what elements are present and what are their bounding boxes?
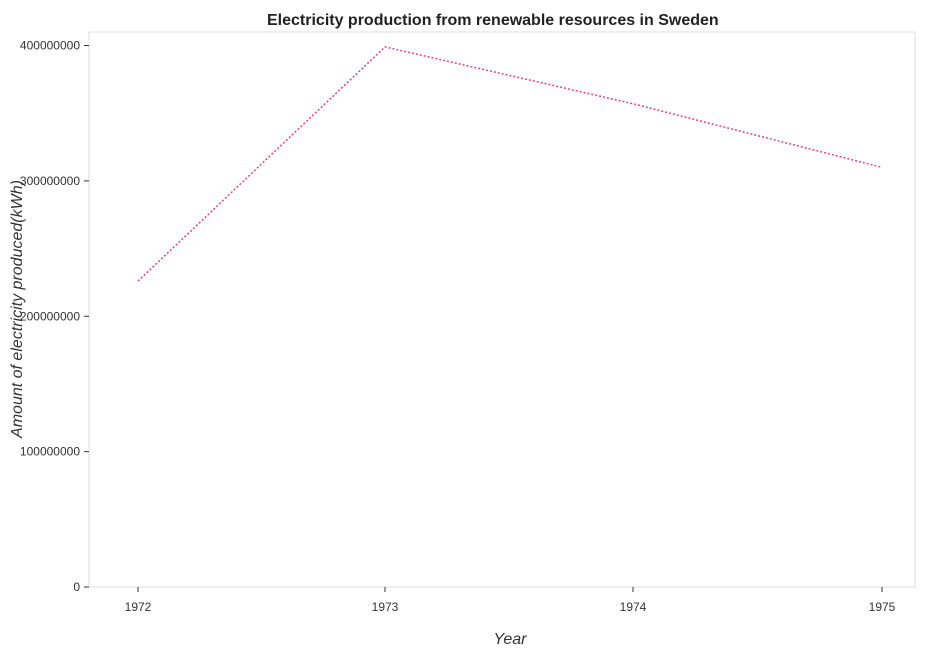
chart-title: Electricity production from renewable re… xyxy=(267,12,719,29)
x-tick-label: 1975 xyxy=(869,600,896,614)
x-axis-label: Year xyxy=(494,631,528,648)
y-tick-label: 400000000 xyxy=(20,39,80,53)
x-tick-label: 1974 xyxy=(620,600,647,614)
x-tick-label: 1973 xyxy=(372,600,399,614)
y-tick-label: 200000000 xyxy=(20,309,80,323)
y-tick-label: 300000000 xyxy=(20,174,80,188)
y-tick-label: 100000000 xyxy=(20,445,80,459)
y-tick-label: 0 xyxy=(73,580,80,594)
x-tick-label: 1972 xyxy=(125,600,152,614)
y-axis-label: Amount of electricity produced(kWh) xyxy=(9,180,26,439)
